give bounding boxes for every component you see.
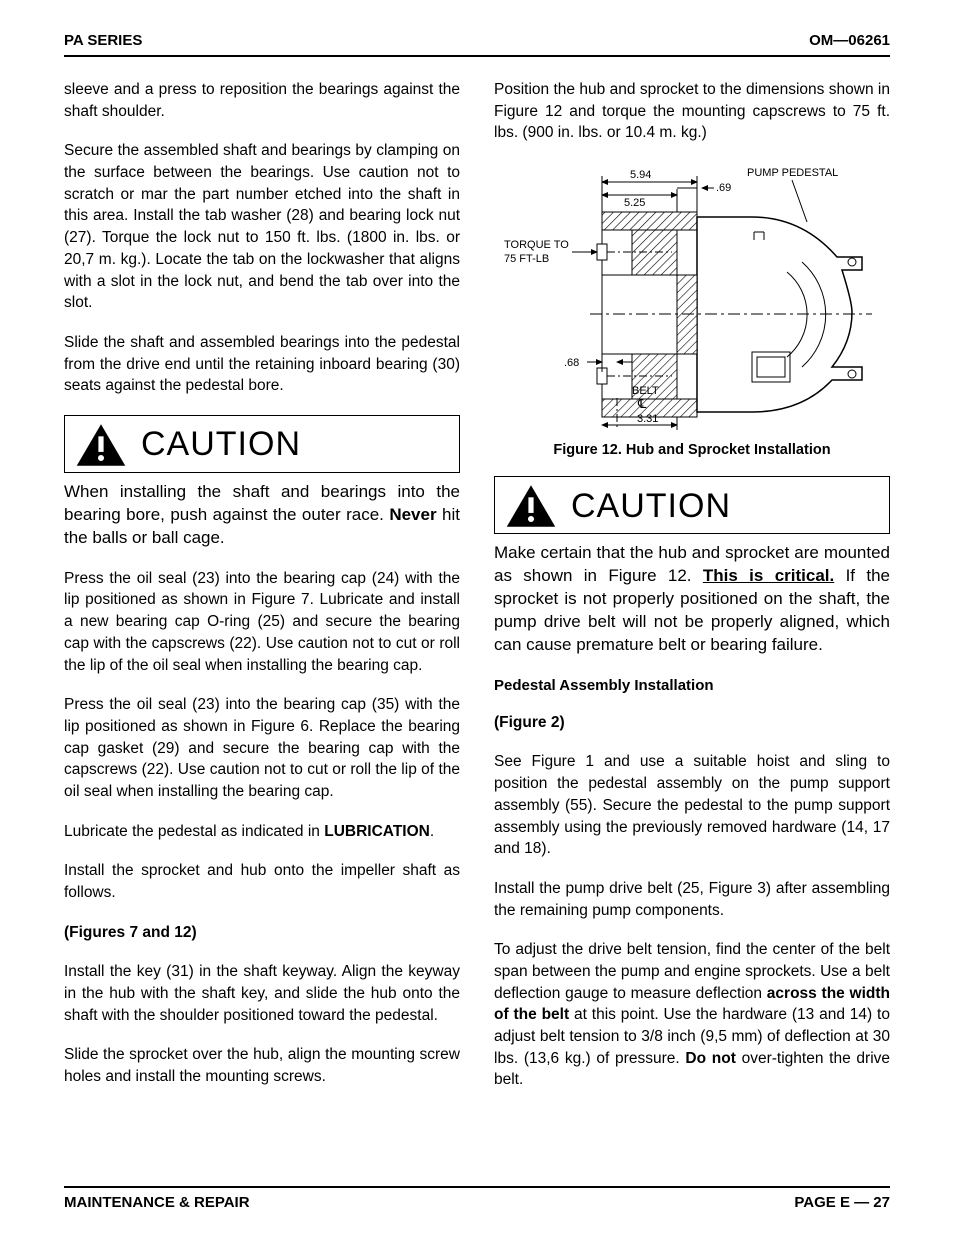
dim-label: 5.94 [630,169,651,181]
para: Press the oil seal (23) into the bearing… [64,568,460,676]
caution-body: When installing the shaft and bearings i… [64,481,460,550]
para: Secure the assembled shaft and bearings … [64,140,460,314]
caution-body: Make certain that the hub and sprocket a… [494,542,890,657]
footer-right: PAGE E — 27 [794,1194,890,1211]
text-bold: LUBRICATION [324,823,430,840]
caution-box: CAUTION [64,415,460,473]
caution-box: CAUTION [494,476,890,534]
para: Slide the shaft and assembled bearings i… [64,332,460,397]
torque-label-b: 75 FT-LB [504,253,549,265]
para: Install the sprocket and hub onto the im… [64,860,460,903]
header-right: OM—06261 [809,32,890,49]
text-bold-underline: This is critical. [703,566,834,585]
figure-caption: Figure 12. Hub and Sprocket Installation [553,442,830,458]
belt-cl-symbol: ℄ [637,396,647,411]
torque-label-a: TORQUE TO [504,239,569,251]
dim-label: 5.25 [624,197,645,209]
text: . [430,823,434,840]
right-column: Position the hub and sprocket to the dim… [494,79,890,1109]
text-bold: Do not [685,1050,735,1067]
figure-12: 5.94 5.25 .69 PUMP PEDESTAL TORQUE TO 75… [494,162,890,458]
text-bold: Never [389,505,436,524]
pump-pedestal-label: PUMP PEDESTAL [747,167,838,179]
caution-label: CAUTION [141,425,301,464]
para: To adjust the drive belt tension, find t… [494,939,890,1091]
para: Slide the sprocket over the hub, align t… [64,1044,460,1087]
header-left: PA SERIES [64,32,142,49]
caution-label: CAUTION [571,487,731,526]
sub-heading: (Figures 7 and 12) [64,922,460,944]
para: Install the key (31) in the shaft keyway… [64,961,460,1026]
footer-left: MAINTENANCE & REPAIR [64,1194,250,1211]
para: Position the hub and sprocket to the dim… [494,79,890,144]
dim-label: .69 [716,182,731,194]
left-column: sleeve and a press to reposition the bea… [64,79,460,1109]
sub-heading: (Figure 2) [494,712,890,734]
para: Press the oil seal (23) into the bearing… [64,694,460,802]
dim-label: .68 [564,357,579,369]
text: Lubricate the pedestal as indicated in [64,823,324,840]
para: sleeve and a press to reposition the bea… [64,79,460,122]
para: See Figure 1 and use a suitable hoist an… [494,751,890,859]
para: Install the pump drive belt (25, Figure … [494,878,890,921]
warning-triangle-icon [505,483,557,529]
warning-triangle-icon [75,422,127,468]
section-heading: Pedestal Assembly Installation [494,675,890,696]
para: Lubricate the pedestal as indicated in L… [64,821,460,843]
dim-label: 3.31 [637,413,658,425]
hub-sprocket-diagram: 5.94 5.25 .69 PUMP PEDESTAL TORQUE TO 75… [502,162,882,432]
